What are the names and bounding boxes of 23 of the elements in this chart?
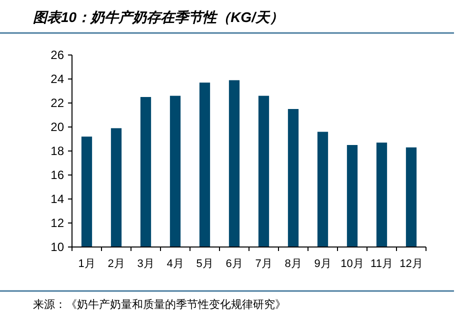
y-tick-label: 22 bbox=[50, 96, 64, 110]
x-tick-label: 9月 bbox=[314, 258, 332, 270]
y-tick-label: 20 bbox=[50, 120, 64, 134]
x-tick-label: 1月 bbox=[78, 258, 96, 270]
x-tick-label: 10月 bbox=[340, 258, 364, 270]
title: 图表10：奶牛产奶存在季节性（KG/天） bbox=[33, 9, 284, 25]
y-tick-label: 10 bbox=[50, 240, 64, 254]
x-tick-label: 2月 bbox=[108, 258, 125, 270]
y-tick-label: 26 bbox=[50, 48, 64, 62]
y-tick-label: 18 bbox=[50, 144, 64, 158]
y-tick-label: 16 bbox=[50, 168, 64, 182]
y-tick-label: 14 bbox=[50, 192, 64, 206]
y-tick-label: 12 bbox=[50, 216, 64, 230]
y-tick-label: 24 bbox=[50, 72, 64, 86]
x-tick-label: 11月 bbox=[370, 258, 393, 270]
x-tick-label: 12月 bbox=[400, 258, 423, 270]
x-tick-label: 8月 bbox=[284, 258, 302, 270]
annotation: 来源：《奶牛产奶量和质量的季节性变化规律研究》 bbox=[33, 299, 286, 311]
x-tick-label: 7月 bbox=[255, 258, 272, 270]
x-tick-label: 6月 bbox=[226, 258, 243, 270]
x-tick-label: 5月 bbox=[196, 258, 214, 270]
x-tick-label: 3月 bbox=[137, 258, 154, 270]
x-tick-label: 4月 bbox=[166, 258, 184, 270]
